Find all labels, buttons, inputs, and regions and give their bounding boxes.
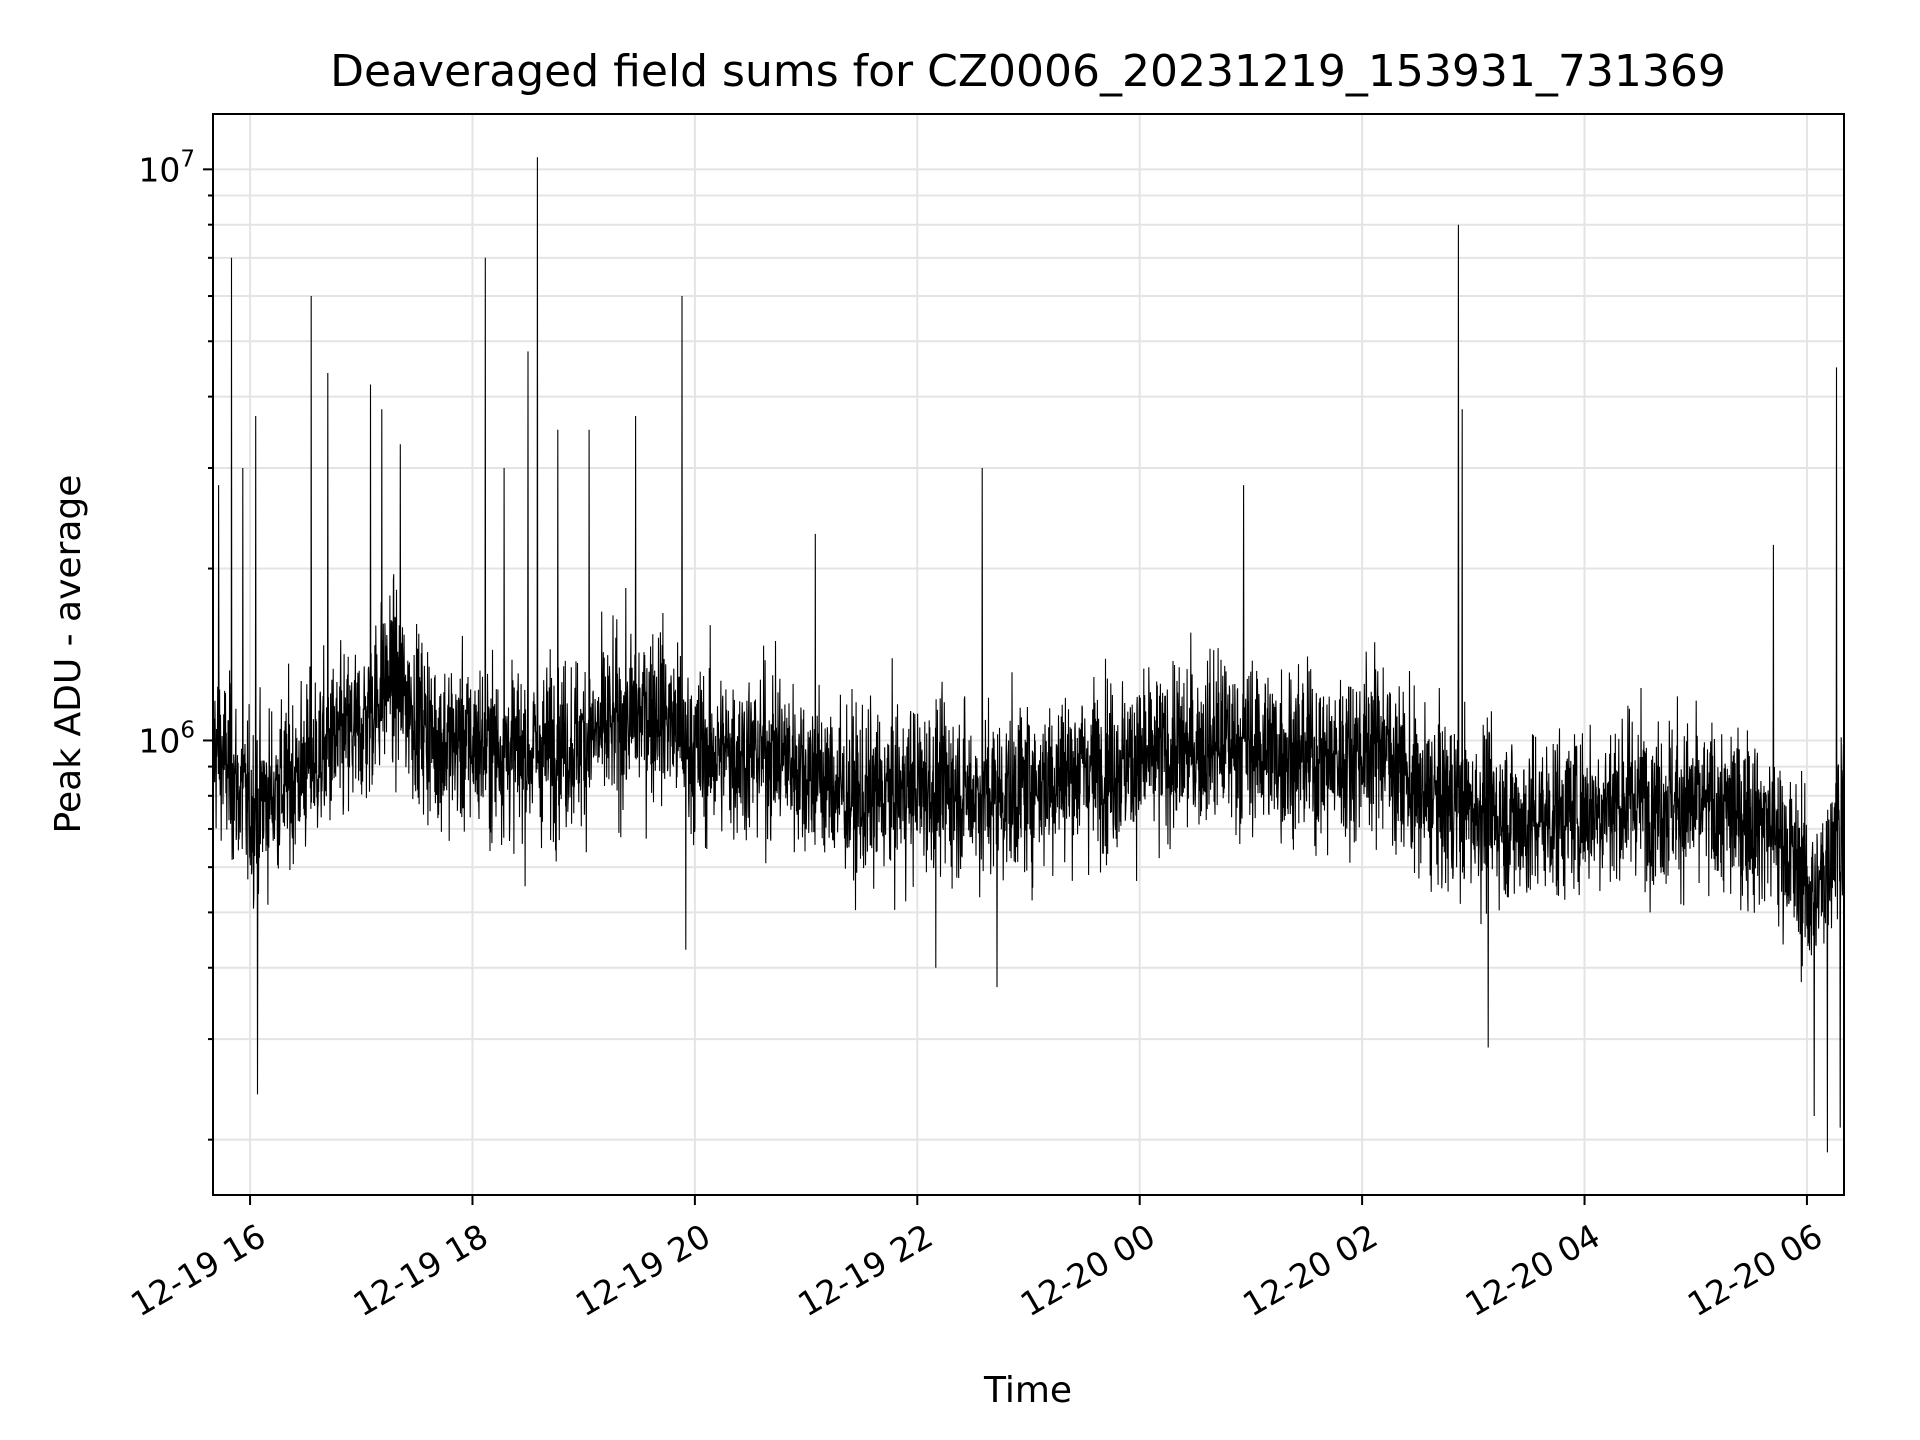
chart-title: Deaveraged field sums for CZ0006_2023121… (330, 46, 1726, 97)
series-layer (213, 157, 1844, 1153)
plot-frame (212, 113, 1845, 1196)
y-axis-label: Peak ADU - average (48, 475, 89, 834)
y-tick-label: 107 (138, 146, 195, 189)
x-axis-label: Time (983, 1370, 1072, 1411)
y-tick-label: 106 (138, 717, 195, 760)
series-line (213, 157, 1844, 1153)
